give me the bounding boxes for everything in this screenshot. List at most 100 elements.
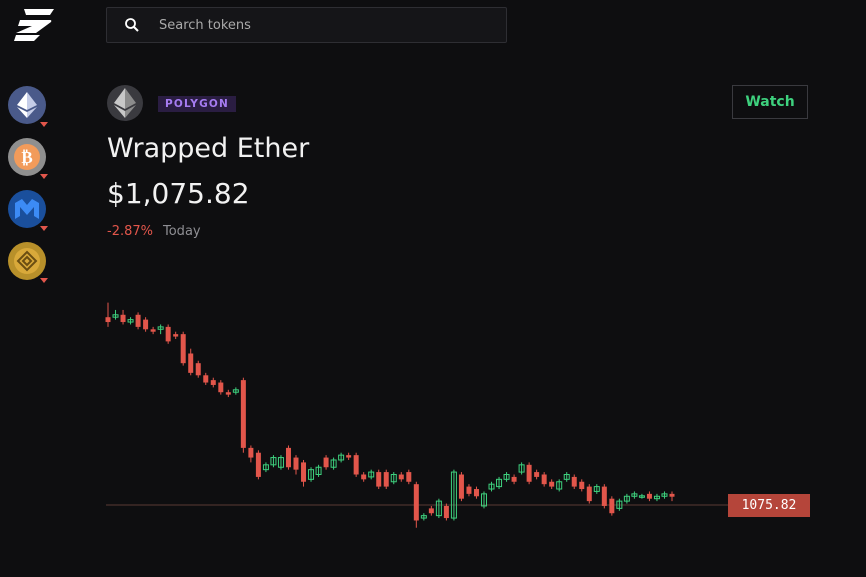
change-period: Today xyxy=(163,224,201,239)
candle xyxy=(443,503,449,521)
candle xyxy=(338,452,345,463)
candle-body xyxy=(443,505,449,519)
watch-button[interactable]: Watch xyxy=(732,85,808,119)
candle-body xyxy=(232,389,239,393)
app-logo-icon[interactable] xyxy=(12,9,54,41)
search-bar[interactable] xyxy=(106,7,507,43)
candle xyxy=(406,469,412,485)
candle xyxy=(346,452,352,460)
candle xyxy=(661,491,668,499)
candle-body xyxy=(496,478,503,488)
candle xyxy=(466,484,472,497)
candle-body xyxy=(435,500,442,517)
candle-body xyxy=(301,462,307,482)
candle xyxy=(631,491,638,499)
candle xyxy=(496,476,503,490)
candle-body xyxy=(481,493,487,507)
candle-body xyxy=(361,474,367,480)
candle-body xyxy=(586,486,592,502)
candle xyxy=(368,469,375,480)
candle-body xyxy=(556,481,563,490)
candle xyxy=(534,469,540,480)
candle-body xyxy=(631,493,638,497)
sidebar-token-polygon[interactable] xyxy=(8,190,48,231)
candle xyxy=(143,317,149,332)
candle xyxy=(293,455,299,475)
candle xyxy=(458,472,464,502)
candle-body xyxy=(390,474,397,483)
token-price: $1,075.82 xyxy=(107,177,250,210)
candle-body xyxy=(135,314,141,327)
candle-body xyxy=(150,329,156,332)
candle xyxy=(232,387,239,395)
candle-body xyxy=(173,334,179,337)
candle-body xyxy=(210,380,216,385)
bitcoin-icon: ₿ xyxy=(12,142,42,172)
candle-body xyxy=(308,469,315,480)
candle-body xyxy=(270,457,277,466)
candle xyxy=(112,309,119,320)
candle xyxy=(481,491,487,509)
candle-body xyxy=(563,474,570,480)
candle-body xyxy=(593,486,600,492)
candle xyxy=(518,462,525,475)
candle xyxy=(165,324,171,344)
candle-body xyxy=(157,326,164,330)
candle xyxy=(526,462,532,485)
search-icon xyxy=(125,18,139,32)
sidebar-token-bitcoin[interactable]: ₿ xyxy=(8,138,48,179)
candle xyxy=(210,377,216,388)
candle-body xyxy=(203,375,209,383)
candle-body xyxy=(383,472,389,487)
candle xyxy=(353,452,359,477)
candle-body xyxy=(218,382,224,393)
candle xyxy=(376,469,382,490)
candle-body xyxy=(534,472,540,477)
candle xyxy=(361,472,367,482)
candle xyxy=(638,493,645,499)
search-input[interactable] xyxy=(157,16,481,34)
candle-body xyxy=(346,455,352,458)
candle-body xyxy=(488,483,495,490)
candle-body xyxy=(413,484,419,521)
token-ethereum-icon xyxy=(107,85,143,121)
candle-body xyxy=(330,459,337,468)
candle-body xyxy=(368,471,375,478)
candle xyxy=(135,312,141,330)
candle xyxy=(653,493,660,502)
svg-text:₿: ₿ xyxy=(21,148,32,168)
candle-body xyxy=(398,474,404,480)
candle-body xyxy=(450,471,457,519)
candle xyxy=(593,484,600,494)
candle-body xyxy=(338,454,345,461)
candle-body xyxy=(323,457,329,468)
candle-body xyxy=(669,493,675,497)
candle xyxy=(262,462,269,473)
sidebar-token-ethereum[interactable] xyxy=(8,86,48,127)
candle xyxy=(203,372,209,385)
candle-body xyxy=(112,314,119,318)
candle-body xyxy=(406,472,412,482)
candle xyxy=(218,380,224,395)
candle xyxy=(541,472,547,487)
candle-body xyxy=(541,474,547,485)
candle xyxy=(571,474,577,490)
candle-body xyxy=(120,314,126,323)
candle-body xyxy=(609,498,615,514)
ethereum-icon xyxy=(17,92,37,118)
candle xyxy=(503,472,510,482)
sidebar-token-bnb[interactable] xyxy=(8,242,48,283)
candle xyxy=(390,472,397,485)
candle xyxy=(240,377,246,453)
alert-badge xyxy=(40,174,48,179)
candle-body xyxy=(661,493,668,497)
candle xyxy=(180,331,186,366)
candle-body xyxy=(255,452,261,477)
alert-badge xyxy=(40,278,48,283)
candle-body xyxy=(180,334,186,364)
candle-body xyxy=(127,319,134,323)
candle-body xyxy=(165,326,171,342)
candle xyxy=(646,491,652,502)
candle xyxy=(609,496,615,516)
